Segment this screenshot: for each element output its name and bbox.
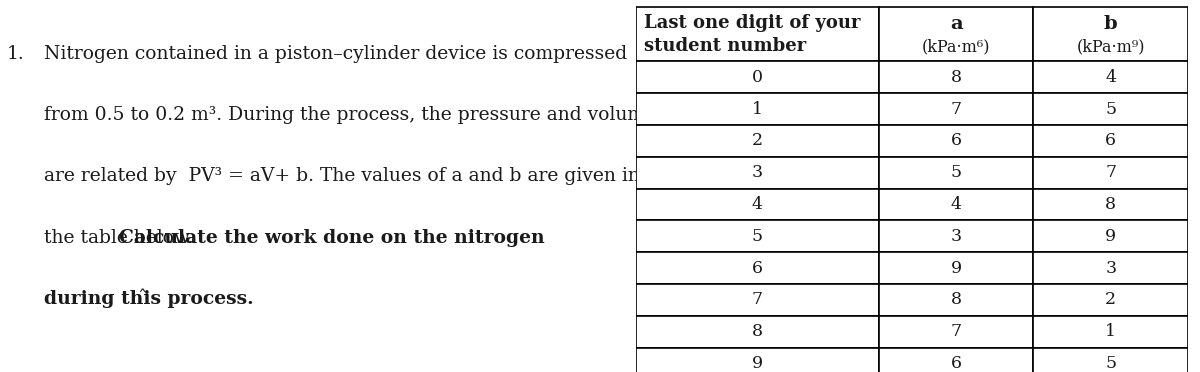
Bar [636, 220, 878, 252]
Text: 6: 6 [1105, 132, 1116, 150]
Bar [878, 189, 1033, 220]
Bar [878, 348, 1033, 372]
Bar [878, 125, 1033, 157]
Bar [1033, 220, 1188, 252]
Bar [1033, 93, 1188, 125]
Bar [878, 93, 1033, 125]
Text: 3: 3 [752, 164, 763, 181]
Text: 6: 6 [950, 132, 961, 150]
Text: 8: 8 [950, 69, 961, 86]
Bar [1033, 157, 1188, 189]
Text: 6: 6 [752, 260, 763, 277]
Text: 0: 0 [752, 69, 763, 86]
Text: from 0.5 to 0.2 m³. During the process, the pressure and volume: from 0.5 to 0.2 m³. During the process, … [44, 106, 656, 124]
Text: student number: student number [644, 37, 806, 55]
Bar [878, 316, 1033, 348]
Text: 5: 5 [1105, 100, 1116, 118]
Bar [636, 93, 878, 125]
Bar [878, 252, 1033, 284]
Text: 5: 5 [752, 228, 763, 245]
Text: a: a [949, 15, 962, 33]
Bar [1033, 189, 1188, 220]
Text: 4: 4 [752, 196, 763, 213]
Text: 7: 7 [950, 323, 961, 340]
Text: 3: 3 [1105, 260, 1116, 277]
Text: 8: 8 [752, 323, 763, 340]
Text: 2: 2 [1105, 291, 1116, 308]
Bar [1033, 7, 1188, 61]
Text: 5: 5 [950, 164, 961, 181]
Bar [1033, 348, 1188, 372]
Bar [636, 125, 878, 157]
Text: 4: 4 [1105, 69, 1116, 86]
Bar [1033, 61, 1188, 93]
Bar [1033, 284, 1188, 316]
Bar [636, 284, 878, 316]
Text: 8: 8 [950, 291, 961, 308]
Text: 2: 2 [752, 132, 763, 150]
Text: 8: 8 [1105, 196, 1116, 213]
Text: 1: 1 [1105, 323, 1116, 340]
Bar [878, 61, 1033, 93]
Text: 7: 7 [950, 100, 961, 118]
Text: (kPa·m⁹): (kPa·m⁹) [1076, 39, 1145, 56]
Bar [636, 157, 878, 189]
Text: 7: 7 [1105, 164, 1116, 181]
Text: Last one digit of your: Last one digit of your [644, 13, 860, 32]
Text: during this process.: during this process. [44, 290, 253, 308]
Bar [878, 7, 1033, 61]
Bar [878, 284, 1033, 316]
Bar [636, 348, 878, 372]
Text: 9: 9 [1105, 228, 1116, 245]
Text: ˆ: ˆ [132, 290, 148, 308]
Text: are related by  PV³ = aV+ b. The values of a and b are given in: are related by PV³ = aV+ b. The values o… [44, 167, 640, 185]
Text: 7: 7 [752, 291, 763, 308]
Text: 4: 4 [950, 196, 961, 213]
Bar [878, 220, 1033, 252]
Text: 3: 3 [950, 228, 961, 245]
Bar [1033, 316, 1188, 348]
Bar [636, 252, 878, 284]
Text: 9: 9 [950, 260, 961, 277]
Text: (kPa·m⁶): (kPa·m⁶) [922, 39, 990, 56]
Bar [636, 61, 878, 93]
Text: 1.: 1. [6, 45, 24, 62]
Text: Nitrogen contained in a piston–cylinder device is compressed: Nitrogen contained in a piston–cylinder … [44, 45, 628, 62]
Text: b: b [1104, 15, 1117, 33]
Bar [636, 316, 878, 348]
Bar [1033, 252, 1188, 284]
Text: 5: 5 [1105, 355, 1116, 372]
Text: Calculate the work done on the nitrogen: Calculate the work done on the nitrogen [119, 229, 545, 247]
Text: 6: 6 [950, 355, 961, 372]
Text: 9: 9 [752, 355, 763, 372]
Bar [636, 7, 878, 61]
Text: the table below.: the table below. [44, 229, 199, 247]
Bar [636, 189, 878, 220]
Bar [1033, 125, 1188, 157]
Bar [878, 157, 1033, 189]
Text: 1: 1 [752, 100, 763, 118]
